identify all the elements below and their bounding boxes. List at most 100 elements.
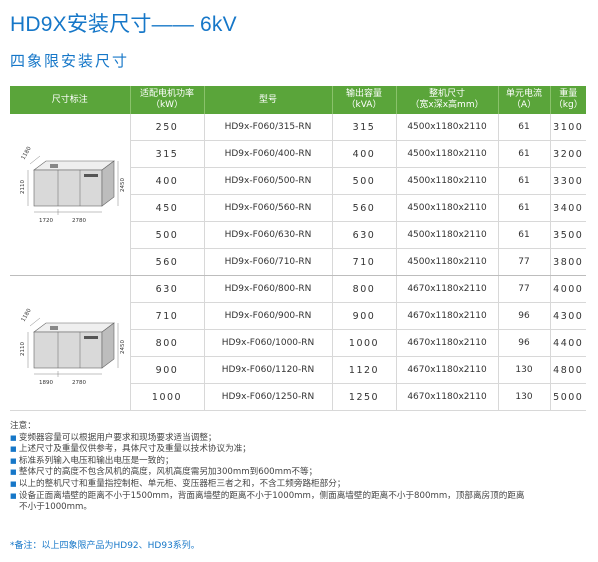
header-capacity: 输出容量 （kVA） bbox=[332, 86, 397, 114]
cabinet-diagram: 1180 2110 2450 1720 2780 bbox=[20, 145, 126, 224]
cell-power: 560 bbox=[129, 248, 204, 276]
cell-weight: 3100 bbox=[549, 114, 586, 141]
diagram-cell: 1180 2110 2450 1890 2780 bbox=[10, 275, 130, 411]
cell-power: 1000 bbox=[129, 383, 204, 411]
note-text: 以上的整机尺寸和重量指控制柜、单元柜、变压器柜三者之和，不含工频旁路柜部分； bbox=[18, 478, 346, 489]
cell-current: 96 bbox=[497, 329, 550, 357]
page-title: HD9X安装尺寸—— 6kV bbox=[10, 13, 237, 36]
cell-size: 4500x1180x2110 bbox=[395, 221, 498, 249]
table-row: 450 HD9x-F060/560-RN 560 4500x1180x2110 61 34… bbox=[10, 194, 586, 222]
notes-section: 注意： ■ 变频器容量可以根据用户要求和现场要求适当调整； ■ 上述尺寸及重量仅供… bbox=[10, 421, 590, 514]
cell-power: 900 bbox=[129, 356, 204, 384]
cell-weight: 3800 bbox=[549, 248, 586, 276]
header-weight: 重量 （kg） bbox=[550, 86, 586, 114]
cell-size: 4500x1180x2110 bbox=[395, 167, 498, 195]
table-row: 1180 2110 2450 1890 2780 630 HD9x-F060/80… bbox=[10, 275, 586, 411]
cell-model: HD9x-F060/900-RN bbox=[203, 302, 332, 330]
cell-capacity: 560 bbox=[331, 194, 396, 222]
cell-model: HD9x-F060/1000-RN bbox=[203, 329, 332, 357]
cell-size: 4670x1180x2110 bbox=[395, 383, 498, 411]
cell-size: 4670x1180x2110 bbox=[395, 329, 498, 357]
cell-size: 4500x1180x2110 bbox=[395, 194, 498, 222]
table-row: 800 HD9x-F060/1000-RN 1000 4670x1180x2110 96… bbox=[10, 329, 586, 357]
cell-size: 4500x1180x2110 bbox=[395, 140, 498, 168]
cell-model: HD9x-F060/1250-RN bbox=[203, 383, 332, 411]
diagram-cell: 1180 2110 2450 1720 2780 bbox=[10, 114, 130, 276]
cell-current: 77 bbox=[497, 275, 550, 303]
header-dimension: 尺寸标注 bbox=[10, 86, 131, 114]
cell-model: HD9x-F060/560-RN bbox=[203, 194, 332, 222]
cell-weight: 4000 bbox=[549, 275, 586, 303]
note-item: ■ 变频器容量可以根据用户要求和现场要求适当调整； bbox=[10, 433, 590, 445]
cell-capacity: 630 bbox=[331, 221, 396, 249]
cell-capacity: 500 bbox=[331, 167, 396, 195]
cell-weight: 3500 bbox=[549, 221, 586, 249]
remark-text: *备注：以上四象限产品为HD92、HD93系列。 bbox=[10, 541, 200, 551]
cell-current: 77 bbox=[497, 248, 550, 276]
cell-weight: 5000 bbox=[549, 383, 586, 411]
table-row: 1000 HD9x-F060/1250-RN 1250 4670x1180x2110 1… bbox=[10, 383, 586, 411]
table-row: 900 HD9x-F060/1120-RN 1120 4670x1180x2110 13… bbox=[10, 356, 586, 384]
cell-capacity: 400 bbox=[331, 140, 396, 168]
cell-size: 4670x1180x2110 bbox=[395, 302, 498, 330]
dim-depth: 1180 bbox=[21, 145, 33, 161]
dim-width-b: 2780 bbox=[72, 218, 86, 224]
table-row: 710 HD9x-F060/900-RN 900 4670x1180x2110 96 43… bbox=[10, 302, 586, 330]
cell-current: 61 bbox=[497, 167, 550, 195]
note-text: 设备正面离墙壁的距离不小于1500mm，背面离墙壁的距离不小于1000mm，侧面… bbox=[18, 490, 525, 501]
dim-height: 2110 bbox=[20, 342, 26, 356]
note-item: ■ 上述尺寸及重量仅供参考，具体尺寸及重量以技术协议为准； bbox=[10, 444, 590, 456]
cell-model: HD9x-F060/400-RN bbox=[203, 140, 332, 168]
header-model: 型号 bbox=[204, 86, 333, 114]
cell-power: 450 bbox=[129, 194, 204, 222]
cell-weight: 4400 bbox=[549, 329, 586, 357]
table-row: 400 HD9x-F060/500-RN 500 4500x1180x2110 61 33… bbox=[10, 167, 586, 195]
cell-power: 800 bbox=[129, 329, 204, 357]
table-row: 315 HD9x-F060/400-RN 400 4500x1180x2110 61 32… bbox=[10, 140, 586, 168]
table-row: 1180 2110 2450 1720 2780 250 HD9x-F060/31… bbox=[10, 114, 586, 276]
dim-width-a: 1720 bbox=[39, 218, 53, 224]
cell-current: 61 bbox=[497, 221, 550, 249]
cell-capacity: 1000 bbox=[331, 329, 396, 357]
cell-weight: 4800 bbox=[549, 356, 586, 384]
cell-current: 61 bbox=[497, 140, 550, 168]
cell-power: 710 bbox=[129, 302, 204, 330]
cell-power: 400 bbox=[129, 167, 204, 195]
bullet-icon: ■ bbox=[10, 468, 19, 477]
header-size: 整机尺寸 （宽x深x高mm） bbox=[396, 86, 499, 114]
dim-width-b: 2780 bbox=[72, 380, 86, 386]
dim-height: 2110 bbox=[20, 180, 26, 194]
cell-model: HD9x-F060/500-RN bbox=[203, 167, 332, 195]
cell-capacity: 315 bbox=[331, 114, 396, 141]
cell-model: HD9x-F060/315-RN bbox=[203, 114, 332, 141]
cell-power: 630 bbox=[129, 275, 204, 303]
dim-total-height: 2450 bbox=[120, 340, 126, 354]
notes-heading: 注意： bbox=[10, 421, 36, 431]
cell-power: 500 bbox=[129, 221, 204, 249]
cell-weight: 3300 bbox=[549, 167, 586, 195]
cell-size: 4500x1180x2110 bbox=[395, 248, 498, 276]
bullet-icon: ■ bbox=[10, 456, 19, 465]
bullet-icon: ■ bbox=[10, 433, 19, 442]
cell-current: 130 bbox=[497, 356, 550, 384]
header-power: 适配电机功率 （kW） bbox=[130, 86, 205, 114]
bullet-icon: ■ bbox=[10, 491, 19, 500]
note-text: 上述尺寸及重量仅供参考，具体尺寸及重量以技术协议为准； bbox=[18, 444, 251, 455]
bullet-icon: ■ bbox=[10, 445, 19, 454]
cell-model: HD9x-F060/630-RN bbox=[203, 221, 332, 249]
cell-model: HD9x-F060/1120-RN bbox=[203, 356, 332, 384]
table-row: 560 HD9x-F060/710-RN 710 4500x1180x2110 77 38… bbox=[10, 248, 586, 276]
cell-capacity: 900 bbox=[331, 302, 396, 330]
dim-width-a: 1890 bbox=[39, 380, 53, 386]
note-continuation: 不小于1000mm。 bbox=[19, 502, 92, 513]
cell-weight: 4300 bbox=[549, 302, 586, 330]
cell-power: 315 bbox=[129, 140, 204, 168]
cell-size: 4500x1180x2110 bbox=[395, 114, 498, 141]
spec-table: 尺寸标注 适配电机功率 （kW） 型号 输出容量 （kVA） 整机尺寸 （宽x深x高m… bbox=[10, 86, 586, 411]
cell-current: 130 bbox=[497, 383, 550, 411]
cabinet-diagram: 1180 2110 2450 1890 2780 bbox=[20, 307, 126, 386]
cell-capacity: 800 bbox=[331, 275, 396, 303]
cell-capacity: 710 bbox=[331, 248, 396, 276]
dim-depth: 1180 bbox=[21, 307, 33, 323]
cell-size: 4670x1180x2110 bbox=[395, 356, 498, 384]
